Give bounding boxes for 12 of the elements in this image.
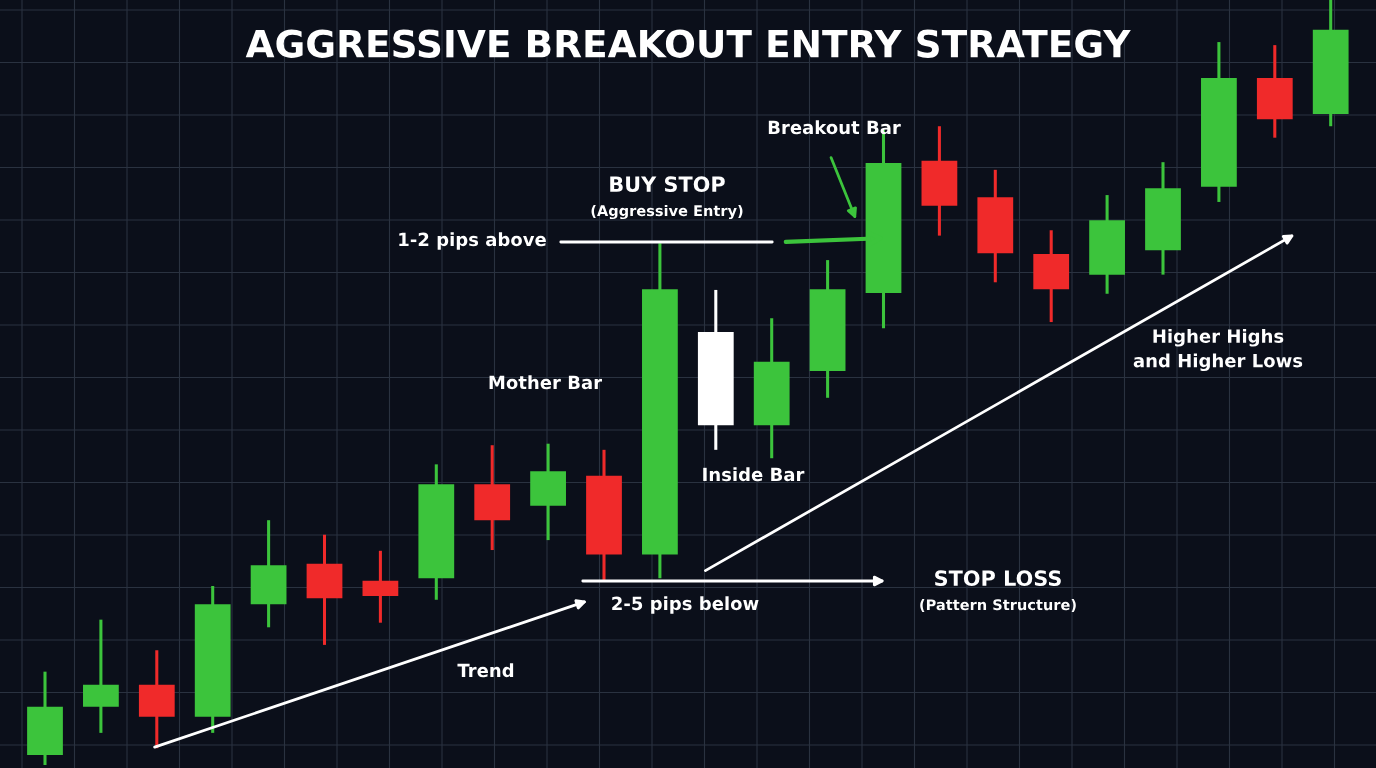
annotation: Trend [457,663,514,678]
annotation: (Pattern Structure) [920,598,1076,612]
annotation: BUY STOP [610,176,725,193]
annotation: STOP LOSS [935,570,1061,587]
annotation: 1-2 pips above [399,232,546,250]
annotation: 2-5 pips below [612,596,759,614]
annotation: Mother Bar [489,375,603,390]
annotation: (Aggressive Entry) [591,204,743,220]
annotation: Inside Bar [703,467,805,482]
annotation: Higher Highs and Higher Lows [1133,328,1303,372]
annotation: Breakout Bar [768,120,901,135]
text: AGGRESSIVE BREAKOUT ENTRY STRATEGY [245,29,1131,58]
